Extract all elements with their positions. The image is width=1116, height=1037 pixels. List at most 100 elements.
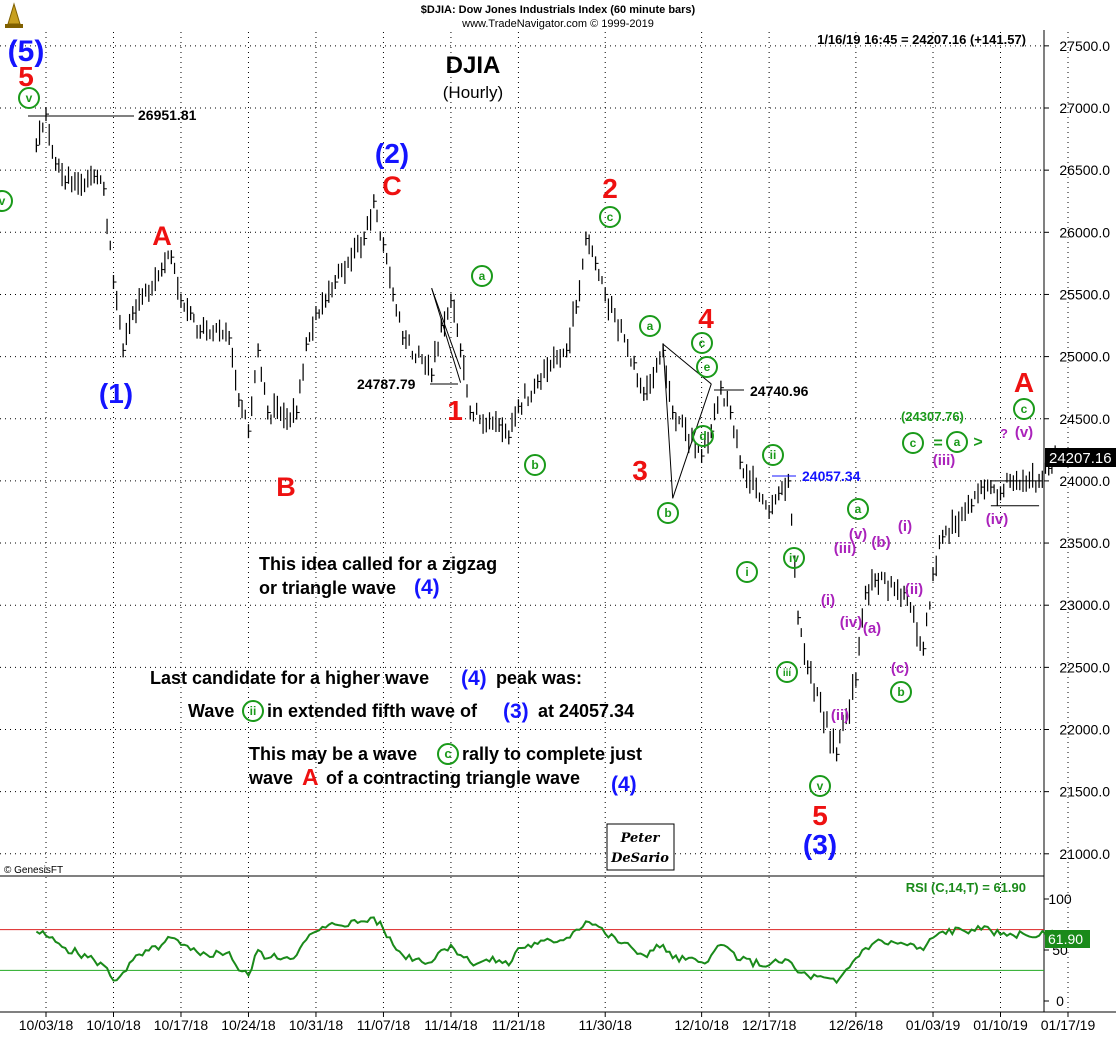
wave-label: ? [1000, 426, 1008, 441]
circle-v-icon [18, 87, 40, 109]
wave-label: (i) [821, 592, 835, 609]
annotation-line3b: (4) [461, 667, 487, 690]
wave-markup-lines [431, 288, 1040, 507]
circle-c-icon [902, 432, 924, 454]
wave-label: (iv) [840, 614, 863, 631]
annotation-line5a: This may be a wave [249, 744, 417, 764]
circle-label: a [855, 502, 862, 516]
rsi-line [35, 916, 1059, 985]
circle-label: iii [783, 668, 792, 679]
x-tick-label: 11/14/18 [424, 1017, 478, 1033]
circle-a-icon [639, 315, 661, 337]
y-tick-label: 24500.0 [1059, 411, 1110, 427]
wave-label: 5 [812, 800, 828, 831]
circle-b-icon [524, 454, 546, 476]
x-tick-labels: 10/03/18 10/10/18 10/17/18 10/24/18 10/31/18… [19, 1012, 1096, 1033]
rsi-value-label: 61.90 [1048, 931, 1083, 947]
circle-iii-icon [776, 661, 798, 683]
wave-label: (v) [1015, 424, 1033, 441]
wave-label: (5) [8, 35, 45, 68]
circle-label: c [910, 436, 917, 450]
callout-24307: (24307.76) [901, 409, 964, 424]
y-tick-label: 23500.0 [1059, 535, 1110, 551]
x-tick-label: 01/10/19 [973, 1017, 1028, 1033]
y-tick-label: 23000.0 [1059, 597, 1110, 613]
y-tick-label: 22000.0 [1059, 722, 1110, 738]
gridlines [0, 32, 1069, 1012]
header-line2: www.TradeNavigator.com © 1999-2019 [461, 18, 654, 30]
x-tick-label: 10/03/18 [19, 1017, 74, 1033]
rsi-title: RSI (C,14,T) = 61.90 [906, 880, 1026, 895]
rsi-reference-lines [0, 929, 1044, 971]
annotation-line2b: (4) [414, 576, 440, 599]
y-tick-label: 27500.0 [1059, 38, 1110, 54]
circle-a-icon [847, 498, 869, 520]
annotation-line4e: at 24057.34 [538, 701, 634, 721]
y-tick-label: 26000.0 [1059, 224, 1110, 240]
y-tick-label: 21500.0 [1059, 784, 1110, 800]
annotation-line3a: Last candidate for a higher wave [150, 668, 429, 688]
circle-i-icon [736, 561, 758, 583]
wave-label: (1) [99, 378, 133, 409]
wave-label: = [933, 435, 942, 452]
x-tick-label: 11/21/18 [492, 1017, 546, 1033]
wave-label: > [973, 434, 982, 451]
wave-label: A [152, 221, 172, 251]
logo-icon [5, 2, 23, 28]
circle-label: v [0, 194, 6, 208]
wave-label: (iii) [834, 540, 857, 557]
wave-trendline [431, 288, 462, 370]
wave-label: (2) [375, 138, 409, 169]
wave-label: 5 [18, 61, 34, 92]
data-provider: © GenesisFT [4, 865, 63, 876]
x-tick-label: 01/17/19 [1041, 1017, 1096, 1033]
circle-label: i [745, 565, 748, 579]
wave-label: 1 [447, 395, 463, 426]
annotation-line4d: (3) [503, 700, 529, 723]
circle-label: c [699, 336, 706, 350]
wave-label: (iii) [933, 452, 956, 469]
circle-v-icon [809, 775, 831, 797]
circle-label: c [1021, 402, 1028, 416]
wave-label: (iv) [986, 511, 1009, 528]
circle-ii-annotation [242, 700, 264, 722]
circle-c-annotation [437, 743, 459, 765]
annotation-line6b: A [302, 764, 319, 790]
circle-v-icon [0, 190, 13, 212]
circle-label: c [607, 210, 614, 224]
x-tick-label: 10/10/18 [86, 1017, 141, 1033]
wave-label: A [1014, 367, 1034, 398]
circle-label: e [704, 360, 711, 374]
circle-label: a [479, 269, 486, 283]
wave-label: (ii) [831, 707, 849, 724]
rsi-tick-label: 100 [1048, 891, 1072, 907]
circle-b-icon [657, 502, 679, 524]
annotation-line3c: peak was: [496, 668, 582, 688]
wave-label: (a) [863, 620, 881, 637]
wave-label: (3) [803, 829, 837, 860]
x-tick-label: 10/24/18 [221, 1017, 276, 1033]
header-line1: $DJIA: Dow Jones Industrials Index (60 m… [421, 4, 696, 16]
circle-e-icon [696, 356, 718, 378]
wave-trendline [431, 288, 462, 383]
chart-subtitle: (Hourly) [443, 83, 503, 102]
wave-label: B [276, 472, 296, 502]
wave-labels: (5)5A(1)B(2)C12345(3)A(i)(ii)(iii)(iv)(v… [8, 35, 1034, 860]
quote-readout: 1/16/19 16:45 = 24207.16 (+141.57) [817, 32, 1026, 47]
last-price-box [1045, 448, 1116, 467]
annotation-line5c: rally to complete just [462, 744, 642, 764]
circle-b-icon [890, 681, 912, 703]
rsi-series [35, 916, 1059, 985]
wave-trendline [672, 383, 712, 499]
y-tick-label: 25500.0 [1059, 286, 1110, 302]
callout-26951: 26951.81 [138, 107, 197, 123]
wave-label: (b) [871, 534, 890, 551]
wave-trendline [662, 344, 674, 499]
annotation-line1: This idea called for a zigzag [259, 554, 497, 574]
chart-title: DJIA [446, 52, 501, 79]
rsi-tick-label: 0 [1056, 993, 1064, 1009]
circle-label: b [531, 458, 538, 472]
circle-label: iv [789, 551, 799, 565]
annotation-line4b: ii [250, 704, 257, 718]
